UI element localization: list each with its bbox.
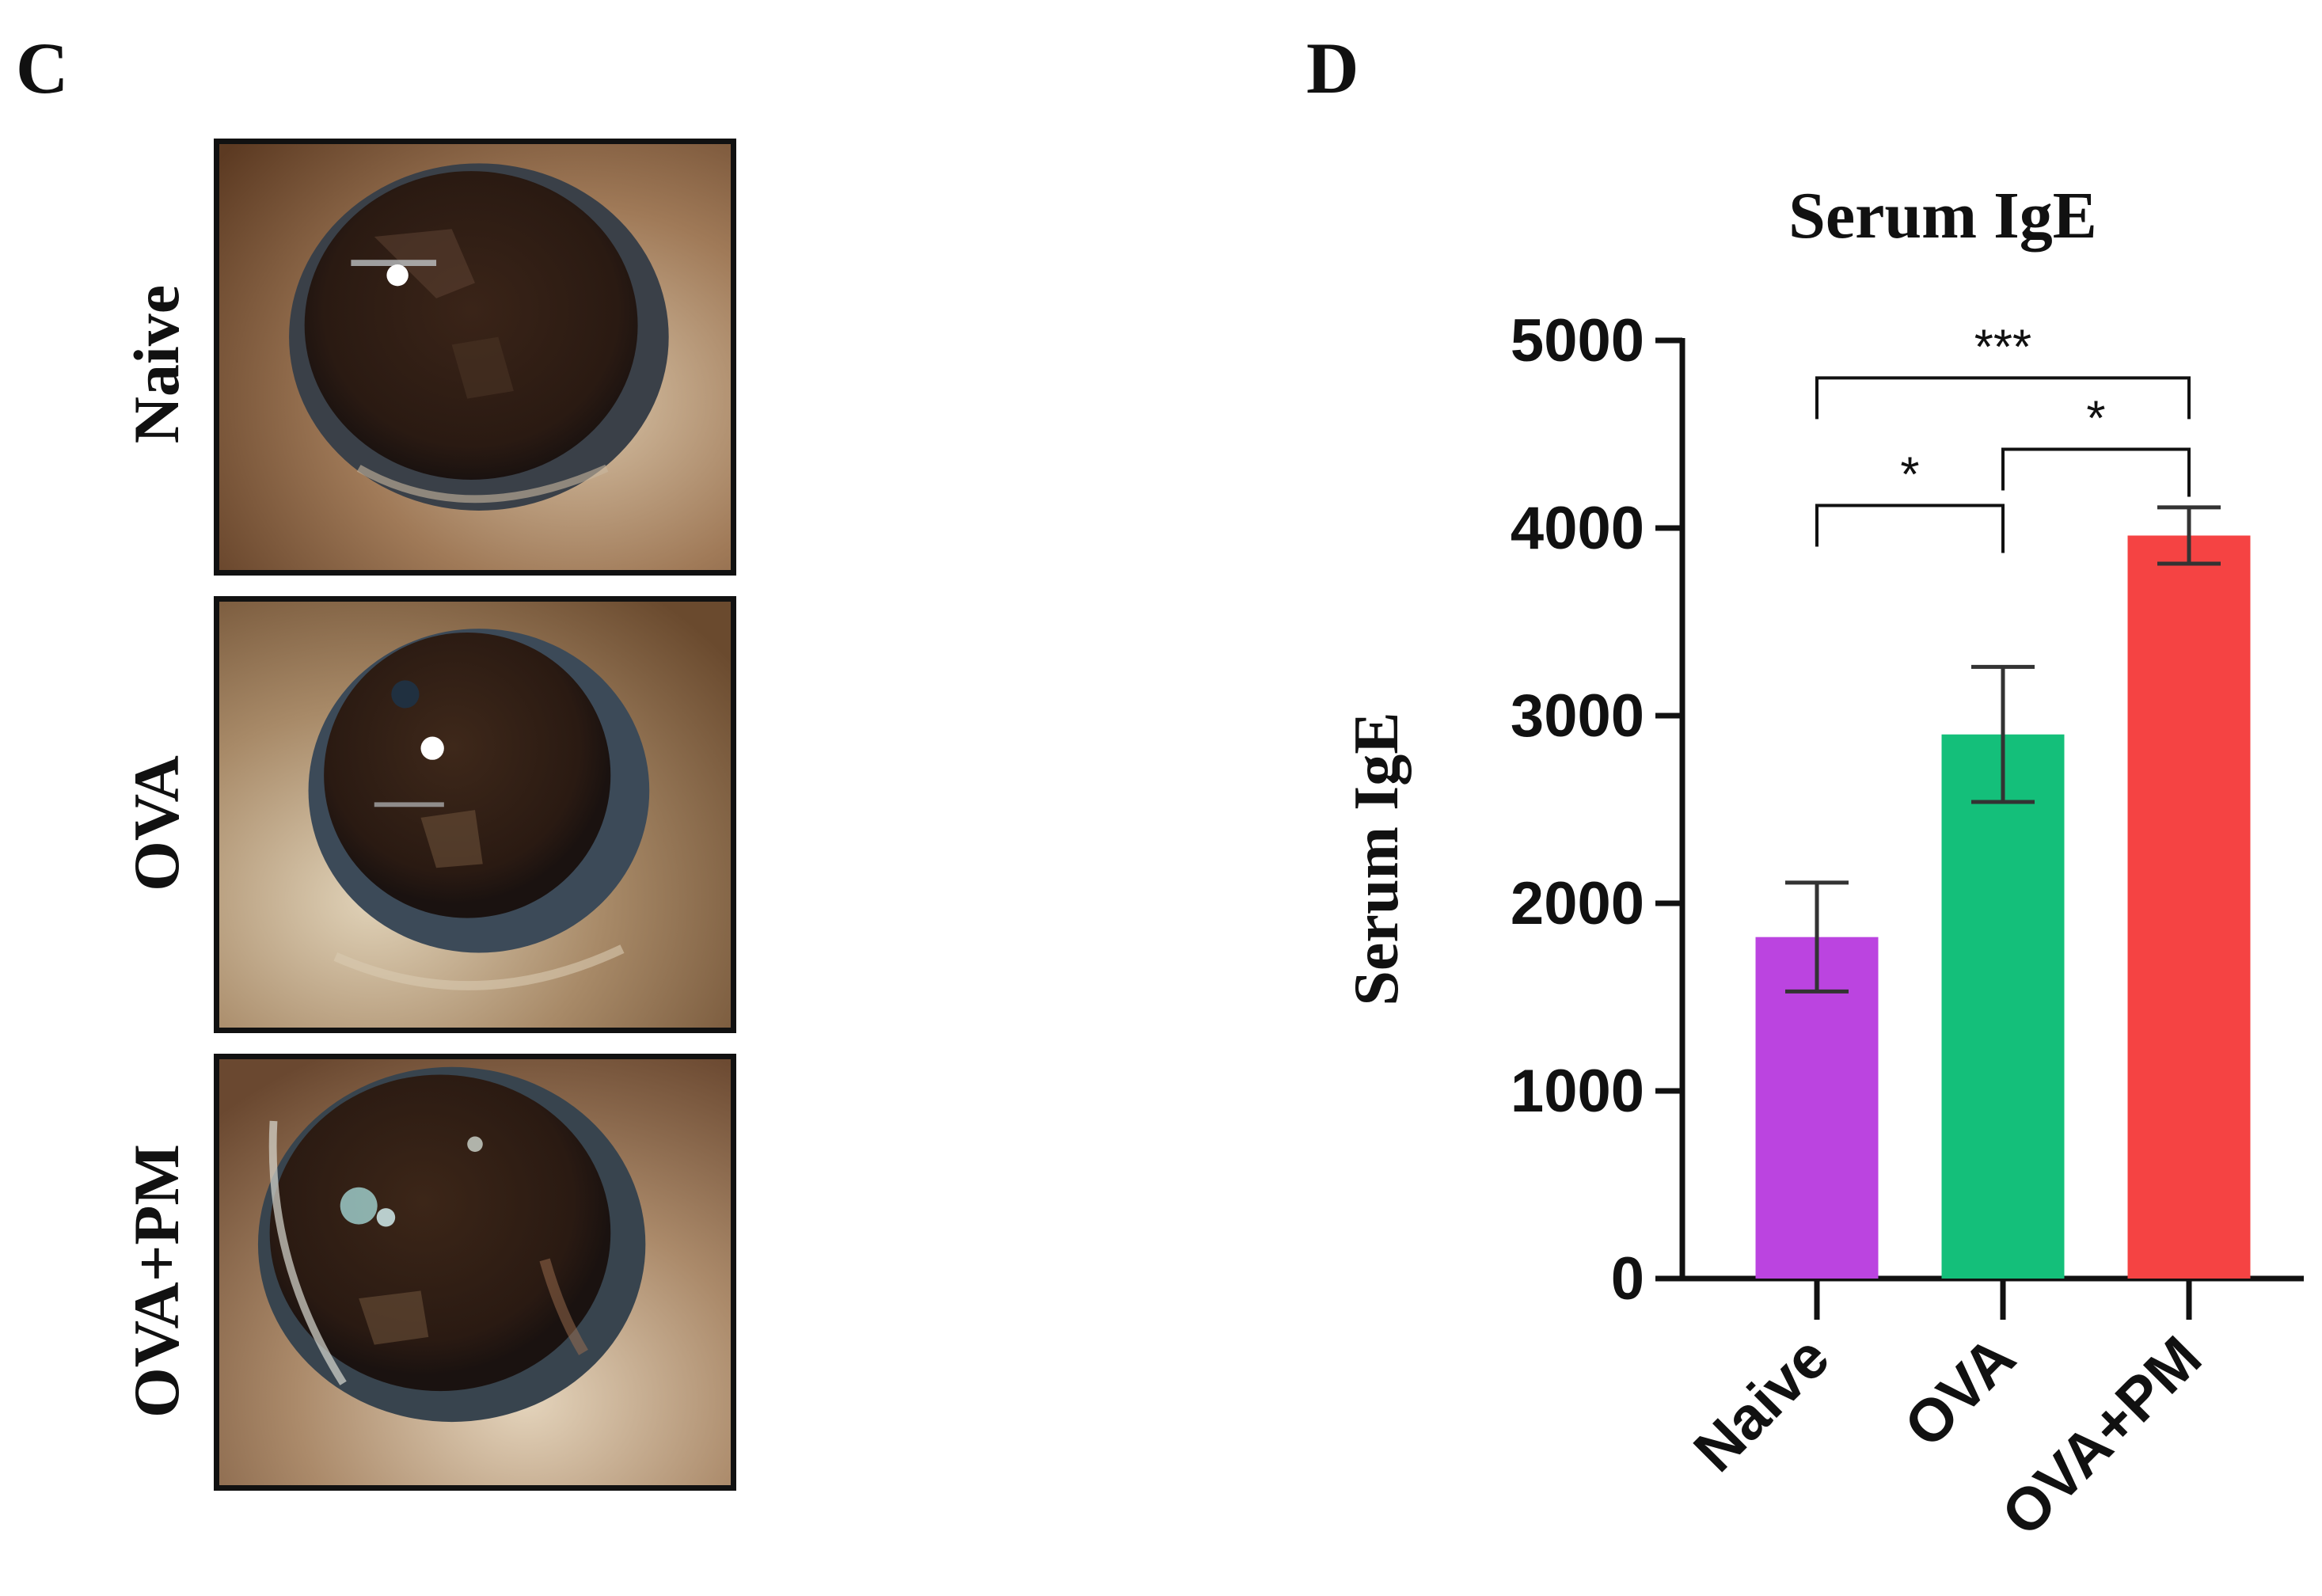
x-tick-label: OVA <box>1891 1324 2028 1461</box>
y-tick-label: 0 <box>1611 1245 1644 1313</box>
row-label-naive: Naive <box>120 284 192 444</box>
y-tick-label: 5000 <box>1511 307 1644 374</box>
row-label-ova: OVA <box>120 755 192 891</box>
bar-naive <box>1755 937 1879 1279</box>
y-tick-label: 1000 <box>1511 1058 1644 1125</box>
significance-label: * <box>2086 391 2105 446</box>
panel-c-letter: C <box>16 28 69 108</box>
eye-photo-ova <box>214 596 736 1033</box>
x-tick-label: Naive <box>1682 1324 1843 1485</box>
significance-label: *** <box>1974 320 2031 374</box>
y-tick-label: 4000 <box>1511 495 1644 562</box>
panel-d-letter: D <box>1306 28 1359 108</box>
significance-brackets: ***** <box>1815 320 2191 553</box>
significance-bracket <box>2001 447 2191 497</box>
y-axis-title: Serum IgE <box>1342 712 1412 1005</box>
significance-bracket <box>1815 504 2005 553</box>
x-tick-label: OVA+PM <box>1989 1324 2214 1549</box>
bar-ova-pm <box>2127 535 2251 1279</box>
chart-title: Serum IgE <box>1788 179 2097 253</box>
bar-ova <box>1941 734 2065 1279</box>
significance-bracket <box>1815 376 2191 420</box>
eye-photo-naive <box>214 139 736 576</box>
bars <box>1755 535 2251 1279</box>
bar-chart-serum-ige: Serum IgE Serum IgE ***** 01000200030004… <box>1342 179 2304 1548</box>
eye-photo-ova-pm <box>214 1054 736 1491</box>
significance-label: * <box>1900 448 1919 503</box>
y-tick-label: 3000 <box>1511 682 1644 750</box>
y-tick-label: 2000 <box>1511 870 1644 937</box>
error-bars <box>1785 505 2221 994</box>
row-label-ova-pm: OVA+PM <box>120 1144 192 1418</box>
